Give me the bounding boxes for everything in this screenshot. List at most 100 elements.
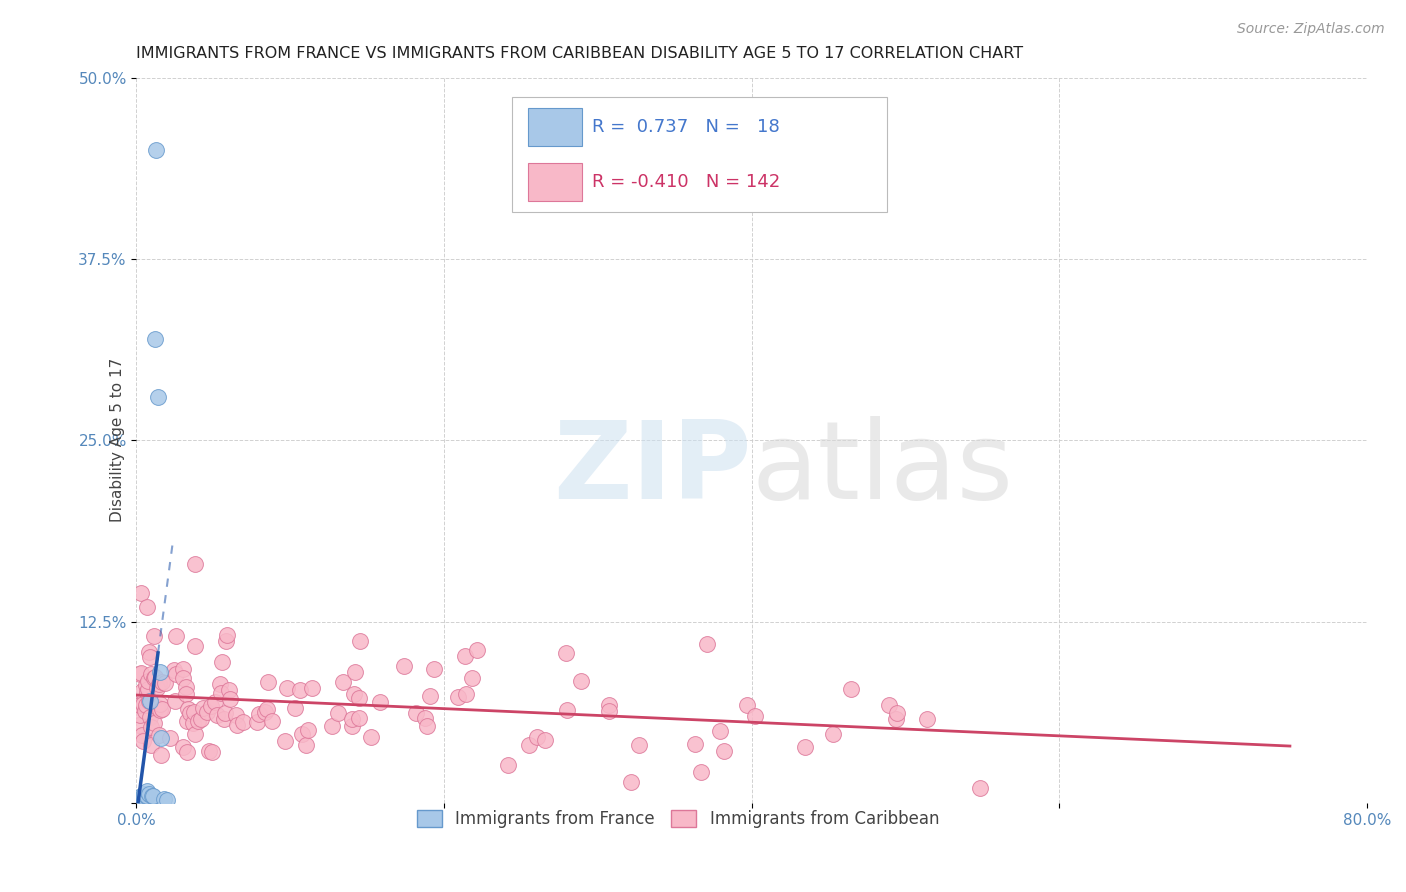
- Point: [143, 670, 166, 684]
- Point: [141, 720, 163, 734]
- Point: [131, 728, 153, 742]
- Point: [290, 727, 312, 741]
- Point: [534, 733, 557, 747]
- Point: [149, 697, 172, 711]
- Point: [135, 698, 157, 713]
- Text: IMMIGRANTS FROM FRANCE VS IMMIGRANTS FROM CARIBBEAN DISABILITY AGE 5 TO 17 CORRE: IMMIGRANTS FROM FRANCE VS IMMIGRANTS FRO…: [136, 46, 1024, 62]
- Point: [150, 731, 173, 745]
- Point: [969, 781, 991, 796]
- Point: [214, 706, 236, 720]
- Point: [212, 712, 235, 726]
- Point: [176, 702, 198, 716]
- Point: [598, 704, 620, 718]
- Point: [153, 791, 176, 805]
- Point: [349, 633, 371, 648]
- Point: [129, 789, 152, 803]
- Point: [326, 706, 349, 721]
- Point: [128, 707, 150, 722]
- Point: [146, 681, 169, 696]
- Point: [156, 793, 179, 807]
- Point: [135, 685, 157, 699]
- Point: [211, 656, 233, 670]
- Point: [181, 715, 204, 730]
- Point: [218, 682, 240, 697]
- Point: [138, 649, 160, 664]
- Point: [217, 628, 239, 642]
- Point: [131, 684, 153, 698]
- Point: [627, 738, 650, 752]
- Point: [343, 687, 366, 701]
- Point: [226, 718, 249, 732]
- Point: [148, 676, 170, 690]
- Point: [332, 674, 354, 689]
- Point: [134, 787, 156, 801]
- Point: [136, 784, 159, 798]
- Point: [176, 687, 198, 701]
- Point: [150, 702, 173, 716]
- Point: [821, 727, 844, 741]
- Point: [569, 674, 592, 689]
- Point: [165, 629, 187, 643]
- Point: [295, 738, 318, 752]
- Point: [135, 789, 157, 803]
- Point: [138, 645, 160, 659]
- Point: [142, 789, 165, 803]
- Text: ZIP: ZIP: [553, 417, 752, 523]
- Point: [128, 666, 150, 681]
- Point: [201, 745, 224, 759]
- Point: [246, 714, 269, 729]
- Point: [134, 790, 156, 805]
- Point: [142, 629, 165, 643]
- Point: [146, 390, 169, 404]
- Point: [128, 698, 150, 712]
- Point: [200, 699, 222, 714]
- Point: [207, 708, 229, 723]
- Point: [496, 758, 519, 772]
- Point: [915, 712, 938, 726]
- Point: [165, 694, 187, 708]
- Point: [288, 683, 311, 698]
- Point: [208, 677, 231, 691]
- Point: [148, 728, 170, 742]
- Point: [419, 690, 441, 704]
- Point: [174, 680, 197, 694]
- Text: R = -0.410   N = 142: R = -0.410 N = 142: [592, 173, 780, 191]
- Point: [139, 739, 162, 753]
- FancyBboxPatch shape: [512, 97, 887, 211]
- Text: Source: ZipAtlas.com: Source: ZipAtlas.com: [1237, 22, 1385, 37]
- Point: [465, 643, 488, 657]
- Point: [172, 662, 194, 676]
- Point: [143, 332, 166, 346]
- Point: [138, 693, 160, 707]
- Point: [145, 143, 167, 157]
- Point: [256, 702, 278, 716]
- Point: [187, 714, 209, 728]
- Point: [696, 637, 718, 651]
- Point: [138, 673, 160, 688]
- Point: [555, 703, 578, 717]
- Point: [689, 764, 711, 779]
- Point: [232, 715, 254, 730]
- Point: [260, 714, 283, 729]
- Point: [132, 734, 155, 748]
- Point: [136, 789, 159, 803]
- Point: [183, 727, 205, 741]
- Point: [193, 701, 215, 715]
- Point: [163, 663, 186, 677]
- Point: [214, 634, 236, 648]
- Point: [176, 745, 198, 759]
- Point: [301, 681, 323, 695]
- Point: [685, 737, 707, 751]
- Point: [135, 678, 157, 692]
- Point: [735, 698, 758, 712]
- Point: [146, 699, 169, 714]
- Legend: Immigrants from France, Immigrants from Caribbean: Immigrants from France, Immigrants from …: [411, 803, 946, 835]
- Point: [340, 719, 363, 733]
- Point: [368, 695, 391, 709]
- Point: [841, 681, 863, 696]
- Point: [136, 682, 159, 697]
- Point: [422, 661, 444, 675]
- Point: [405, 706, 427, 720]
- Point: [225, 708, 247, 723]
- Point: [416, 719, 439, 733]
